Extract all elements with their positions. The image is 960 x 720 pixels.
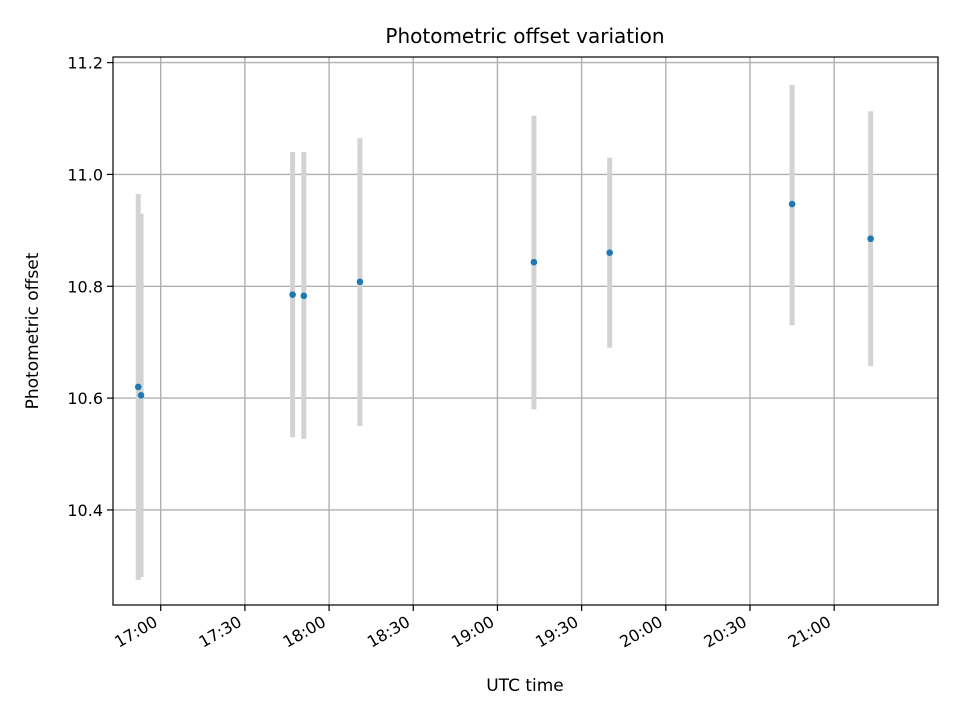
data-point <box>530 258 538 266</box>
data-point <box>289 291 296 298</box>
grid-lines <box>113 57 938 605</box>
y-axis-title: Photometric offset <box>23 252 43 409</box>
data-point <box>300 292 308 300</box>
y-tick-label: 10.6 <box>67 389 103 408</box>
y-tick-label: 10.4 <box>67 501 103 520</box>
y-axis: 10.4 10.6 10.8 11.0 11.2 <box>67 54 113 520</box>
data-point <box>356 278 364 286</box>
data-point <box>134 383 142 391</box>
data-point <box>867 235 874 243</box>
data-point <box>606 249 613 257</box>
data-point <box>137 392 145 399</box>
plot-area-background <box>113 57 938 605</box>
x-axis-title: UTC time <box>486 676 564 696</box>
y-tick-label: 10.8 <box>67 277 103 296</box>
plot-frame <box>112 56 939 606</box>
chart-title: Photometric offset variation <box>385 24 664 48</box>
y-tick-label: 11.0 <box>67 165 103 184</box>
data-point <box>788 200 796 208</box>
data-points <box>134 200 874 399</box>
y-tick-label: 11.2 <box>67 54 103 73</box>
